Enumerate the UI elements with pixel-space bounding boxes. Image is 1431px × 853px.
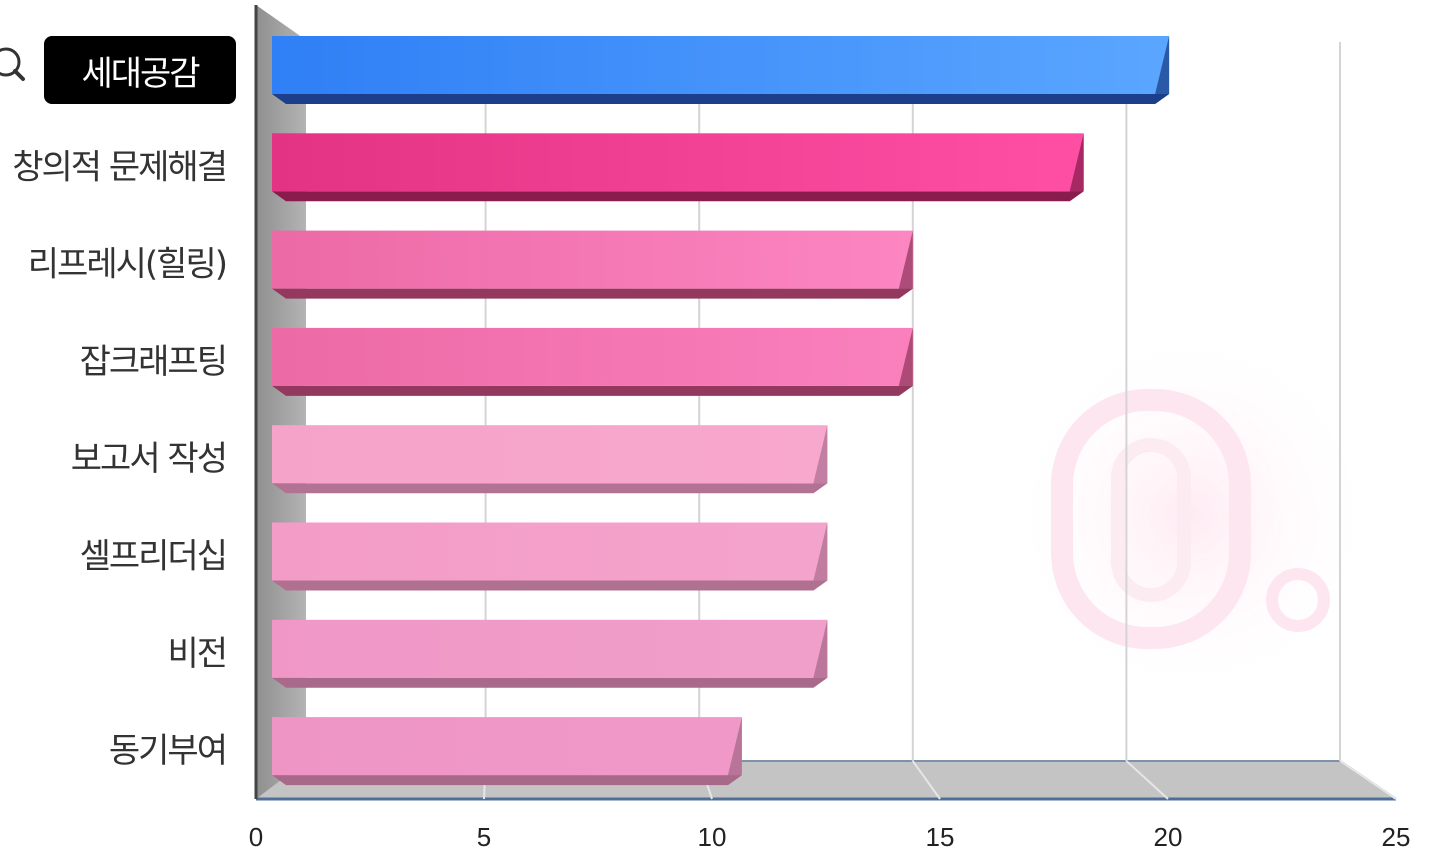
bar bbox=[272, 619, 828, 678]
bar bbox=[272, 717, 742, 776]
bar bbox=[272, 522, 828, 581]
category-label: 리프레시(힐링) bbox=[28, 245, 226, 285]
floor-gridline bbox=[1125, 760, 1169, 800]
bar-depth-face bbox=[272, 775, 742, 786]
bar-depth-face bbox=[272, 191, 1084, 202]
x-tick-label: 10 bbox=[698, 822, 727, 852]
bar bbox=[272, 425, 828, 484]
x-tick-label: 20 bbox=[1154, 822, 1183, 852]
category-label: 보고서 작성 bbox=[71, 439, 226, 479]
x-tick-label: 25 bbox=[1382, 822, 1411, 852]
bar-end-cap bbox=[813, 619, 828, 688]
bar-end-cap bbox=[1155, 36, 1170, 104]
bar bbox=[272, 36, 1170, 94]
chart-side-wall bbox=[254, 5, 306, 799]
bar-depth-face bbox=[272, 483, 828, 494]
bar-depth-face bbox=[272, 385, 913, 396]
side-wall bbox=[256, 5, 306, 799]
x-axis-ticks: 0 5 10 15 20 25 bbox=[249, 822, 1411, 852]
bars bbox=[272, 36, 1170, 786]
watermark-q-logo bbox=[1000, 325, 1380, 705]
category-label: 창의적 문제해결 bbox=[12, 147, 226, 187]
x-tick-label: 5 bbox=[477, 822, 491, 852]
bar-depth-face bbox=[272, 580, 828, 591]
bar-end-cap bbox=[813, 522, 828, 591]
x-tick-label: 15 bbox=[926, 822, 955, 852]
bar bbox=[272, 230, 913, 289]
floor-gridline bbox=[911, 760, 941, 800]
search-icon bbox=[0, 47, 25, 81]
bar-depth-face bbox=[272, 677, 828, 688]
bar-end-cap bbox=[898, 230, 913, 299]
category-label: 동기부여 bbox=[109, 731, 226, 771]
highlight-label-badge bbox=[44, 36, 236, 104]
x-tick-label: 0 bbox=[249, 822, 263, 852]
category-label: 셀프리더십 bbox=[80, 537, 226, 577]
category-label: 비전 bbox=[167, 634, 226, 674]
category-label: 잡크래프팅 bbox=[80, 342, 226, 382]
bar-end-cap bbox=[727, 717, 742, 786]
bar-end-cap bbox=[813, 425, 828, 494]
bar-end-cap bbox=[1069, 133, 1084, 202]
bar-depth-face bbox=[272, 94, 1170, 104]
floor-gridline bbox=[1339, 760, 1397, 800]
bar-end-cap bbox=[898, 327, 913, 396]
bar bbox=[272, 133, 1084, 192]
bar-depth-face bbox=[272, 288, 913, 299]
bar bbox=[272, 327, 913, 386]
category-label: 세대공감 bbox=[81, 54, 200, 94]
